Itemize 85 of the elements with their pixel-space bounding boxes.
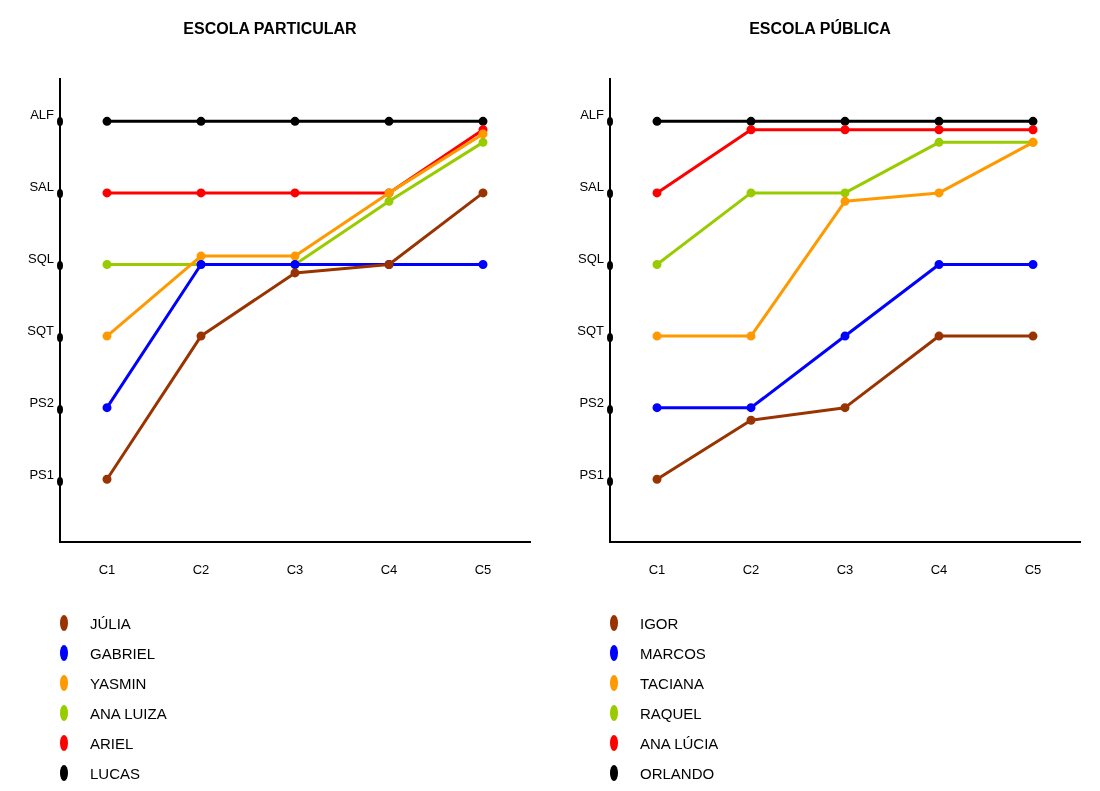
legend-label: LUCAS — [90, 764, 141, 782]
text: PS1 — [579, 466, 604, 482]
point — [196, 116, 206, 126]
legend-label: ANA LÚCIA — [640, 734, 719, 752]
text: SQL — [27, 250, 54, 266]
legend-label: ANA LUIZA — [90, 704, 167, 722]
point — [652, 259, 662, 269]
point — [290, 251, 300, 261]
point — [652, 403, 662, 413]
text: PS2 — [29, 394, 54, 410]
legend-label: ARIEL — [90, 734, 134, 752]
text: SAL — [579, 178, 604, 194]
point — [1028, 331, 1038, 341]
point — [746, 188, 756, 198]
point — [1028, 125, 1038, 135]
point — [840, 403, 850, 413]
point — [746, 125, 756, 135]
point — [102, 474, 112, 484]
chart-title: ESCOLA PARTICULAR — [183, 20, 358, 38]
text: ALF — [30, 106, 55, 122]
point — [478, 116, 488, 126]
point — [102, 331, 112, 341]
point — [840, 188, 850, 198]
legend-label: MARCOS — [640, 644, 706, 662]
text: SQT — [577, 322, 605, 338]
point — [290, 116, 300, 126]
x-tick-label: C5 — [1024, 561, 1042, 577]
chart-title: ESCOLA PÚBLICA — [749, 19, 892, 38]
point — [1028, 116, 1038, 126]
point — [478, 259, 488, 269]
point — [652, 474, 662, 484]
point — [934, 259, 944, 269]
x-tick-label: C4 — [930, 561, 948, 577]
point — [102, 403, 112, 413]
text: SQT — [27, 322, 55, 338]
point — [934, 188, 944, 198]
point — [196, 331, 206, 341]
point — [840, 116, 850, 126]
x-tick-label: C3 — [836, 561, 854, 577]
point — [840, 196, 850, 206]
point — [746, 403, 756, 413]
point — [1028, 259, 1038, 269]
x-tick-label: C2 — [742, 561, 760, 577]
point — [934, 137, 944, 147]
legend-label: TACIANA — [640, 674, 704, 692]
text: PS1 — [29, 466, 54, 482]
point — [290, 188, 300, 198]
x-tick-label: C3 — [286, 561, 304, 577]
text: ALF — [580, 106, 605, 122]
point — [290, 268, 300, 278]
point — [102, 259, 112, 269]
point — [478, 129, 488, 139]
point — [746, 415, 756, 425]
text: SAL — [29, 178, 54, 194]
legend-label: RAQUEL — [640, 704, 702, 722]
point — [652, 188, 662, 198]
x-tick-label: C2 — [192, 561, 210, 577]
point — [196, 251, 206, 261]
point — [652, 331, 662, 341]
point — [478, 137, 488, 147]
point — [746, 116, 756, 126]
point — [102, 116, 112, 126]
point — [652, 116, 662, 126]
x-tick-label: C5 — [474, 561, 492, 577]
point — [934, 331, 944, 341]
point — [478, 188, 488, 198]
point — [102, 188, 112, 198]
x-tick-label: C4 — [380, 561, 398, 577]
x-tick-label: C1 — [98, 561, 116, 577]
legend-label: IGOR — [640, 614, 679, 632]
legend-label: JÚLIA — [90, 614, 131, 632]
text: SQL — [577, 250, 604, 266]
x-tick-label: C1 — [648, 561, 666, 577]
point — [746, 331, 756, 341]
point — [934, 116, 944, 126]
point — [196, 188, 206, 198]
point — [840, 331, 850, 341]
point — [934, 125, 944, 135]
legend-label: ORLANDO — [640, 764, 715, 782]
legend-label: YASMIN — [90, 674, 147, 692]
point — [840, 125, 850, 135]
point — [384, 196, 394, 206]
point — [384, 116, 394, 126]
text: PS2 — [579, 394, 604, 410]
legend-label: GABRIEL — [90, 644, 156, 662]
